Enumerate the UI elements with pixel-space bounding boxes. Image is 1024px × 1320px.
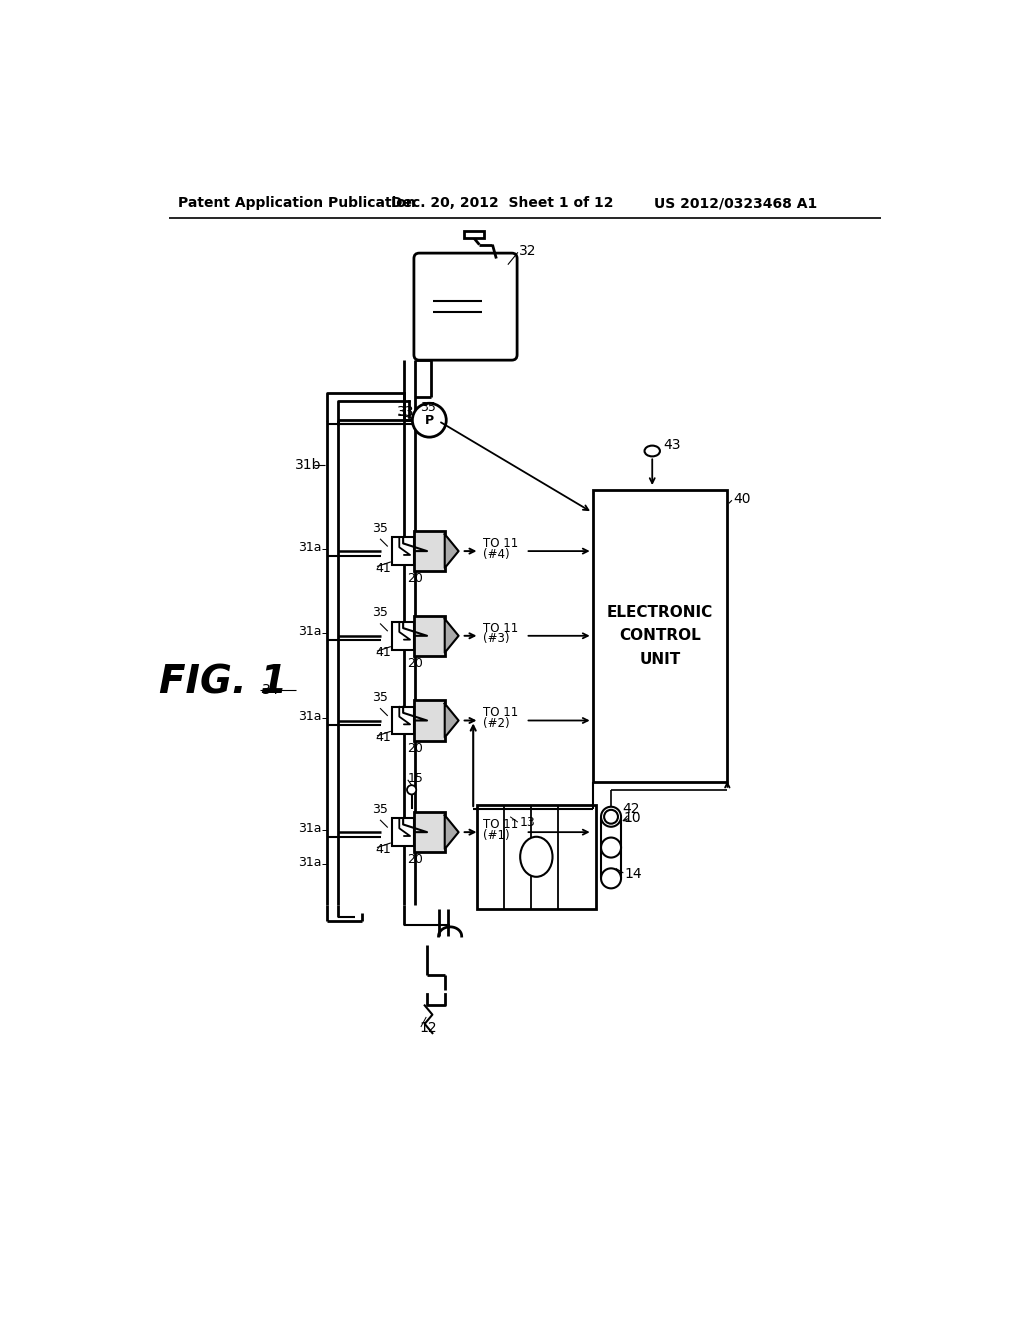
Bar (392, 706, 414, 734)
Text: 20: 20 (407, 573, 423, 585)
Text: TO 11: TO 11 (483, 622, 518, 635)
Circle shape (407, 785, 416, 795)
Text: 32: 32 (519, 244, 537, 257)
Text: TO 11: TO 11 (483, 818, 518, 832)
Text: 41: 41 (376, 561, 391, 574)
Text: FIG. 1: FIG. 1 (159, 663, 287, 701)
Text: 41: 41 (376, 731, 391, 744)
Text: US 2012/0323468 A1: US 2012/0323468 A1 (654, 197, 817, 210)
Text: 14: 14 (625, 867, 642, 882)
Text: 31a: 31a (298, 857, 322, 870)
Text: 31a: 31a (298, 541, 322, 554)
Bar (593, 490, 727, 781)
Bar (414, 701, 444, 741)
Text: ELECTRONIC
CONTROL
UNIT: ELECTRONIC CONTROL UNIT (607, 605, 713, 667)
Circle shape (604, 809, 617, 824)
Text: (#4): (#4) (483, 548, 510, 561)
Text: 20: 20 (407, 742, 423, 755)
Text: (#3): (#3) (483, 632, 510, 645)
Polygon shape (444, 619, 459, 653)
Text: 31b: 31b (295, 458, 322, 471)
Polygon shape (444, 816, 459, 849)
Ellipse shape (520, 837, 553, 876)
FancyBboxPatch shape (414, 253, 517, 360)
Text: TO 11: TO 11 (483, 537, 518, 550)
Text: 34: 34 (261, 682, 279, 697)
Ellipse shape (644, 446, 659, 457)
Bar (414, 812, 444, 853)
Circle shape (601, 837, 621, 858)
Text: 41: 41 (376, 842, 391, 855)
Text: (#1): (#1) (483, 829, 510, 842)
Text: 13: 13 (519, 816, 536, 829)
Text: 42: 42 (622, 803, 639, 816)
Text: 20: 20 (407, 657, 423, 671)
Text: 31a: 31a (298, 710, 322, 723)
Polygon shape (444, 535, 459, 568)
Text: 43: 43 (663, 438, 681, 451)
Text: (#2): (#2) (483, 717, 510, 730)
Text: 31a: 31a (298, 822, 322, 834)
Circle shape (413, 404, 446, 437)
Bar (422, 414, 438, 428)
Bar (392, 537, 414, 565)
Text: 35: 35 (420, 401, 436, 414)
Bar (477, 805, 596, 909)
Text: Dec. 20, 2012  Sheet 1 of 12: Dec. 20, 2012 Sheet 1 of 12 (391, 197, 613, 210)
Bar (414, 615, 444, 656)
Polygon shape (444, 704, 459, 738)
Text: P: P (425, 413, 434, 426)
Text: 35: 35 (373, 803, 388, 816)
Text: 15: 15 (408, 772, 424, 785)
Bar (392, 818, 414, 846)
Bar (392, 622, 414, 649)
Text: 10: 10 (624, 810, 641, 825)
Text: 40: 40 (733, 492, 751, 506)
Text: 20: 20 (407, 853, 423, 866)
Text: Patent Application Publication: Patent Application Publication (178, 197, 416, 210)
Text: 31a: 31a (298, 626, 322, 639)
Circle shape (601, 869, 621, 888)
Text: 12: 12 (419, 1022, 437, 1035)
Text: 35: 35 (373, 690, 388, 704)
Text: 41: 41 (376, 647, 391, 659)
Bar (464, 231, 484, 239)
Circle shape (601, 807, 621, 826)
Text: 35: 35 (373, 606, 388, 619)
Text: 33: 33 (397, 405, 415, 420)
Text: TO 11: TO 11 (483, 706, 518, 719)
Text: 35: 35 (373, 521, 388, 535)
Bar (414, 531, 444, 572)
